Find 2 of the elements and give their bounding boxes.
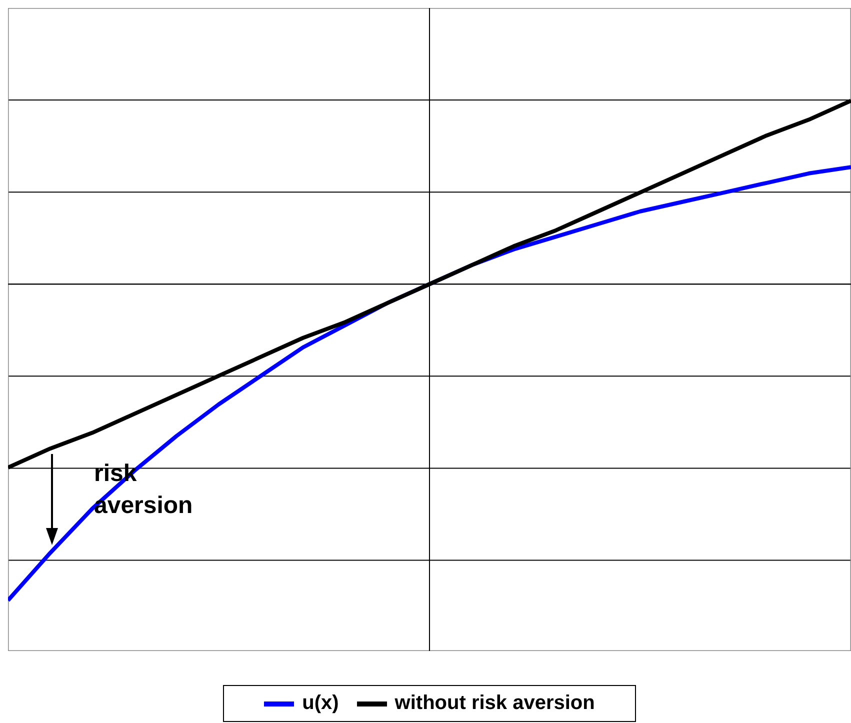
legend-label: without risk aversion: [394, 692, 595, 715]
legend-label: u(x): [302, 692, 339, 715]
